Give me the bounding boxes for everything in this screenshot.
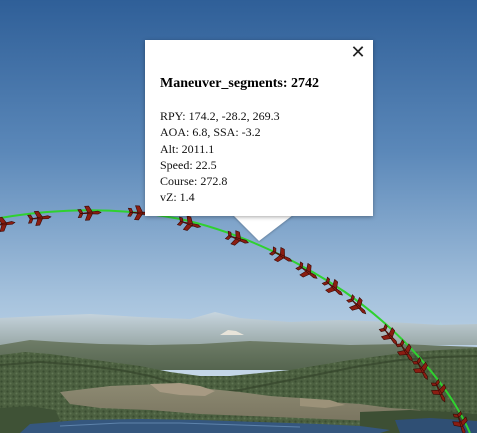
aircraft-marker-icon[interactable]: [294, 259, 321, 284]
popup-details: RPY: 174.2, -28.2, 269.3 AOA: 6.8, SSA: …: [160, 108, 280, 206]
aircraft-marker-icon[interactable]: [450, 410, 471, 433]
reservoir: [20, 419, 390, 433]
close-icon[interactable]: ✕: [350, 42, 366, 63]
aircraft-marker-icon[interactable]: [410, 356, 434, 383]
rpy-line: RPY: 174.2, -28.2, 269.3: [160, 109, 280, 123]
bare-slope: [150, 383, 215, 396]
aircraft-marker-icon[interactable]: [77, 205, 102, 221]
vertical-speed-line: vZ: 1.4: [160, 190, 195, 205]
speed-line: Speed: 22.5: [160, 157, 217, 172]
aircraft-marker-icon[interactable]: [345, 293, 371, 319]
aircraft-marker-icon[interactable]: [0, 216, 16, 233]
aircraft-marker-icon[interactable]: [27, 210, 52, 226]
water-sheen: [59, 422, 301, 428]
bare-slope-2: [300, 398, 345, 408]
valley-floor: [60, 384, 430, 422]
aircraft-marker-icon[interactable]: [268, 244, 295, 267]
course-line: Course: 272.8: [160, 174, 228, 189]
popup-title: Maneuver_segments: 2742: [160, 76, 320, 91]
distant-snow-patch: [220, 330, 244, 335]
aircraft-marker-icon[interactable]: [393, 338, 418, 365]
aircraft-marker-icon[interactable]: [320, 275, 347, 301]
aircraft-marker-icon[interactable]: [428, 378, 451, 405]
popup-pointer: [233, 215, 293, 241]
info-popup: ✕ Maneuver_segments: 2742 RPY: 174.2, -2…: [145, 40, 373, 216]
distant-ridge: [0, 312, 477, 345]
aoa-ssa-line: AOA: 6.8, SSA: -3.2: [160, 125, 261, 140]
altitude-line: Alt: 2011.1: [160, 141, 215, 156]
